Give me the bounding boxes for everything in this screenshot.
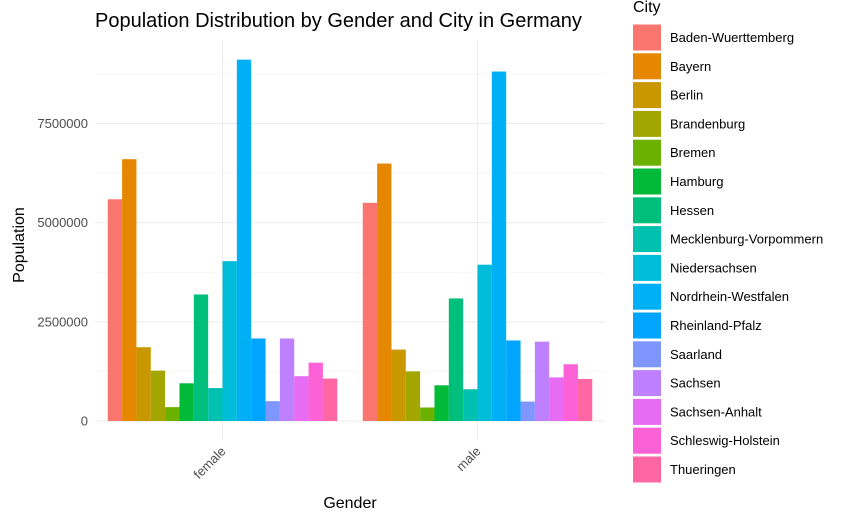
- bar-niedersachsen-female: [222, 261, 237, 421]
- y-tick-label: 5000000: [37, 215, 88, 230]
- legend-label: Sachsen-Anhalt: [670, 404, 762, 419]
- bar-saarland-male: [520, 401, 535, 421]
- legend-label: Hessen: [670, 203, 714, 218]
- legend-key: [633, 283, 661, 310]
- bar-baden-wuerttemberg-female: [107, 199, 123, 421]
- legend-key: [633, 398, 661, 425]
- bar-bayern-female: [122, 159, 137, 421]
- bar-berlin-female: [136, 347, 151, 421]
- legend-label: Berlin: [670, 88, 703, 103]
- x-tick-label: male: [453, 444, 484, 475]
- legend-key: [633, 341, 661, 368]
- x-axis-title: Gender: [323, 495, 377, 512]
- bar-thueringen-female: [322, 378, 338, 421]
- bar-sachsen-male: [534, 341, 550, 421]
- legend-key: [633, 197, 661, 224]
- bar-brandenburg-female: [150, 370, 166, 421]
- legend-label: Nordrhein-Westfalen: [670, 289, 789, 304]
- legend-label: Thueringen: [670, 462, 736, 477]
- bar-bayern-male: [377, 163, 392, 421]
- bar-sachsen-anhalt-male: [549, 377, 564, 421]
- x-tick-label: female: [190, 444, 228, 482]
- legend: City Baden-Wuerttemberg Bayern Berlin Brand…: [633, 0, 823, 483]
- bar-sachsen-female: [279, 338, 295, 421]
- legend-label: Sachsen: [670, 376, 721, 391]
- bar-mecklenburg-vorpommern-female: [208, 388, 223, 421]
- bar-baden-wuerttemberg-male: [362, 202, 378, 421]
- bar-hessen-male: [448, 298, 464, 421]
- legend-key: [633, 226, 661, 253]
- legend-label: Schleswig-Holstein: [670, 433, 780, 448]
- legend-key: [633, 254, 661, 281]
- legend-title: City: [633, 0, 661, 16]
- legend-label: Niedersachsen: [670, 260, 757, 275]
- legend-key: [633, 370, 661, 397]
- y-axis-ticks: 0 2500000 5000000 7500000: [37, 116, 88, 429]
- bar-mecklenburg-vorpommern-male: [463, 389, 478, 421]
- bars: [107, 59, 593, 422]
- y-axis-title: Population: [11, 207, 28, 283]
- legend-label: Saarland: [670, 347, 722, 362]
- legend-key: [633, 456, 661, 483]
- bar-sachsen-anhalt-female: [294, 376, 309, 421]
- bar-hessen-female: [193, 294, 209, 421]
- bar-brandenburg-male: [405, 371, 421, 421]
- y-tick-label: 0: [81, 414, 88, 429]
- bar-schleswig-holstein-male: [563, 364, 578, 421]
- legend-key: [633, 312, 661, 339]
- y-tick-label: 2500000: [37, 314, 88, 329]
- legend-label: Baden-Wuerttemberg: [670, 30, 794, 45]
- legend-label: Rheinland-Pfalz: [670, 318, 762, 333]
- bar-thueringen-male: [577, 378, 593, 421]
- bar-berlin-male: [391, 349, 406, 421]
- bar-rheinland-pfalz-male: [506, 340, 521, 421]
- bar-nordrhein-westfalen-female: [236, 59, 252, 422]
- bar-bremen-female: [165, 407, 180, 421]
- bar-nordrhein-westfalen-male: [491, 71, 507, 421]
- bar-schleswig-holstein-female: [308, 362, 323, 421]
- chart-title: Population Distribution by Gender and Ci…: [95, 10, 582, 32]
- legend-label: Mecklenburg-Vorpommern: [670, 232, 823, 247]
- legend-label: Bremen: [670, 145, 716, 160]
- y-tick-label: 7500000: [37, 116, 88, 131]
- legend-label: Bayern: [670, 59, 711, 74]
- bar-rheinland-pfalz-female: [251, 338, 266, 421]
- x-axis-ticks: female male: [190, 444, 483, 482]
- legend-key: [633, 24, 661, 51]
- legend-key: [633, 427, 661, 454]
- legend-key: [633, 82, 661, 109]
- legend-key: [633, 168, 661, 195]
- legend-label: Hamburg: [670, 174, 723, 189]
- legend-key: [633, 53, 661, 80]
- legend-label: Brandenburg: [670, 116, 745, 131]
- legend-key: [633, 110, 661, 137]
- bar-hamburg-female: [179, 383, 194, 421]
- bar-niedersachsen-male: [477, 264, 492, 421]
- bar-hamburg-male: [434, 385, 449, 421]
- grid-lines: [95, 40, 605, 440]
- bar-saarland-female: [265, 401, 280, 421]
- bar-bremen-male: [420, 407, 435, 421]
- legend-key: [633, 139, 661, 166]
